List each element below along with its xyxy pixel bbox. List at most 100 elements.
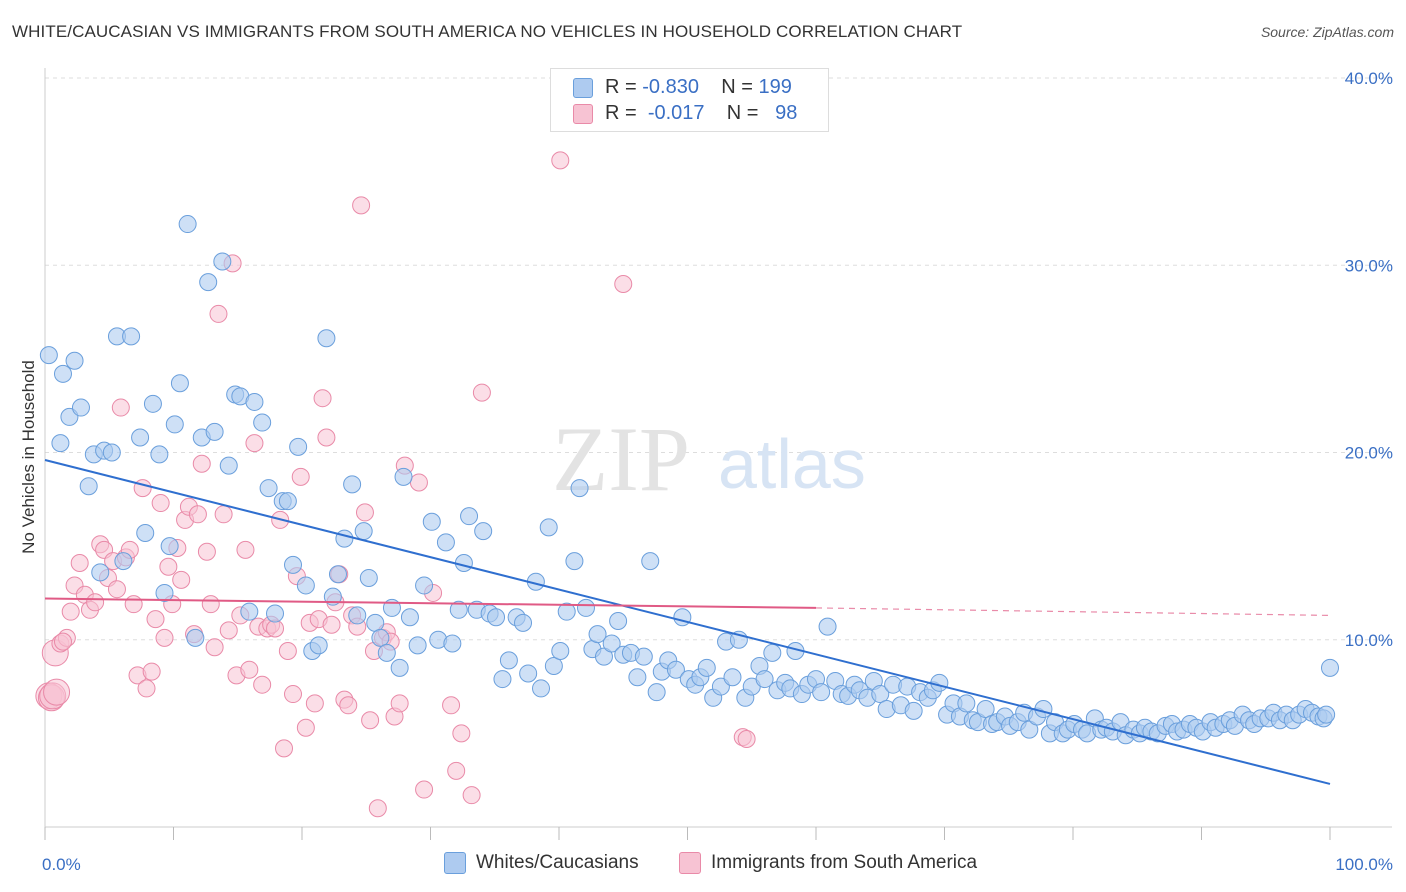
blue-point xyxy=(539,518,558,537)
legend-row-pink: R = -0.017 N = 98 xyxy=(573,102,797,126)
tick-labels: 10.0% 20.0% 30.0% 40.0% 0.0% 100.0% xyxy=(42,69,1393,874)
blue-point xyxy=(493,670,512,689)
pink-point xyxy=(472,383,491,402)
pink-point xyxy=(317,428,336,447)
blue-point xyxy=(1034,700,1053,719)
pink-point xyxy=(296,718,315,737)
blue-point xyxy=(309,636,328,655)
pink-point xyxy=(192,454,211,473)
bottom-blue-swatch xyxy=(444,852,466,874)
y-tick-label: 20.0% xyxy=(1345,444,1393,463)
blue-point xyxy=(136,524,155,543)
pink-point xyxy=(159,557,178,576)
blue-point xyxy=(532,679,551,698)
blue-point xyxy=(366,613,385,632)
pink-point xyxy=(462,786,481,805)
pink-point xyxy=(142,662,161,681)
blue-point xyxy=(514,613,533,632)
trend-lines xyxy=(44,459,1331,785)
y-tick-label: 40.0% xyxy=(1345,69,1393,88)
blue-point xyxy=(647,683,666,702)
pink-point xyxy=(284,685,303,704)
r-label-pink: R = xyxy=(605,102,637,124)
r-value-pink: -0.017 xyxy=(647,102,705,124)
bottom-pink-label: Immigrants from South America xyxy=(711,852,978,873)
chart-title: WHITE/CAUCASIAN VS IMMIGRANTS FROM SOUTH… xyxy=(12,22,963,41)
pink-point xyxy=(70,553,89,572)
r-value-blue: -0.830 xyxy=(642,76,699,98)
pink-point xyxy=(86,593,105,612)
blue-point xyxy=(422,512,441,531)
pink-point xyxy=(452,724,471,743)
correlation-legend: R = -0.830 N = 199 R = -0.017 N = 98 xyxy=(550,68,829,132)
blue-point xyxy=(199,273,218,292)
blue-point xyxy=(253,413,272,432)
blue-point xyxy=(818,617,837,636)
blue-point xyxy=(266,604,285,623)
pink-point xyxy=(275,739,294,758)
blue-trend-line xyxy=(44,459,1331,785)
blue-point xyxy=(474,522,493,541)
blue-point xyxy=(348,606,367,625)
pink-swatch xyxy=(573,104,593,124)
pink-point xyxy=(339,696,358,715)
blue-point xyxy=(165,415,184,434)
blue-point xyxy=(957,694,976,713)
blue-point xyxy=(551,641,570,660)
pink-point xyxy=(111,398,130,417)
y-tick-label: 30.0% xyxy=(1345,256,1393,275)
blue-point xyxy=(976,700,995,719)
blue-point xyxy=(317,329,336,348)
blue-point xyxy=(122,327,141,346)
legend-row-blue: R = -0.830 N = 199 xyxy=(573,76,792,100)
blue-point xyxy=(213,252,232,271)
blue-point xyxy=(178,215,197,234)
n-value-blue: 199 xyxy=(758,76,792,98)
pink-point xyxy=(614,274,633,293)
blue-point xyxy=(53,364,72,383)
blue-point xyxy=(394,467,413,486)
blue-point xyxy=(565,552,584,571)
pink-point xyxy=(245,434,264,453)
pink-point xyxy=(322,615,341,634)
pink-point xyxy=(442,696,461,715)
pink-point xyxy=(151,494,170,513)
pink-point xyxy=(219,621,238,640)
blue-point xyxy=(443,634,462,653)
pink-point xyxy=(188,505,207,524)
blue-point xyxy=(666,660,685,679)
blue-point xyxy=(371,628,390,647)
blue-point xyxy=(39,346,58,365)
watermark-atlas: atlas xyxy=(718,425,866,503)
blue-point xyxy=(673,608,692,627)
blue-point xyxy=(296,576,315,595)
blue-point xyxy=(609,612,628,631)
blue-point xyxy=(557,602,576,621)
blue-point xyxy=(91,563,110,582)
bottom-pink-swatch xyxy=(679,852,701,874)
blue-point xyxy=(245,392,264,411)
x-tick-label-max: 100.0% xyxy=(1335,855,1393,874)
watermark: ZIP atlas xyxy=(552,408,866,510)
blue-point xyxy=(499,651,518,670)
pink-point xyxy=(155,628,174,647)
blue-point xyxy=(436,533,455,552)
pink-point xyxy=(146,610,165,629)
blue-point xyxy=(763,643,782,662)
blue-point xyxy=(570,479,589,498)
pink-point xyxy=(53,632,72,651)
blue-point xyxy=(170,374,189,393)
blue-point xyxy=(408,636,427,655)
pink-point xyxy=(137,679,156,698)
pink-point xyxy=(205,638,224,657)
blue-point xyxy=(143,394,162,413)
pink-point xyxy=(172,570,191,589)
blue-point xyxy=(460,507,479,526)
pink-point xyxy=(305,694,324,713)
pink-point xyxy=(737,729,756,748)
blue-point xyxy=(390,658,409,677)
blue-point xyxy=(519,664,538,683)
blue-series-points xyxy=(39,215,1339,745)
watermark-zip: ZIP xyxy=(552,408,690,510)
